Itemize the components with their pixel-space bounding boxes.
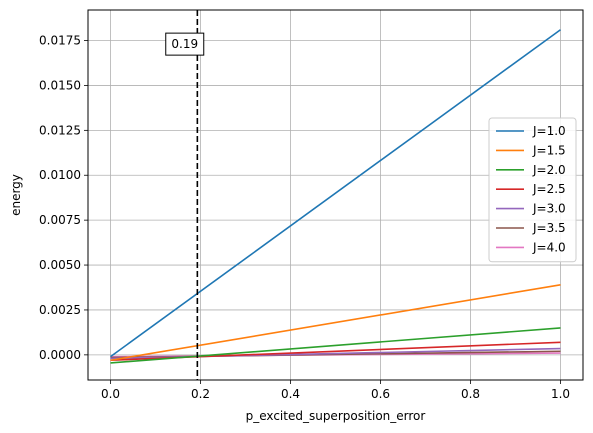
plot-frame [87, 9, 584, 381]
legend-label: J=1.5 [532, 143, 566, 157]
x-tick-label: 1.0 [551, 387, 570, 401]
y-tick-label: 0.0000 [39, 348, 81, 362]
y-tick-label: 0.0075 [39, 213, 81, 227]
y-tick-label: 0.0050 [39, 258, 81, 272]
x-axis-ticks: 0.0 0.2 0.4 0.6 0.8 1.0 [101, 380, 570, 401]
legend-label: J=2.5 [532, 182, 566, 196]
series-lines [110, 29, 561, 364]
y-tick-label: 0.0100 [39, 168, 81, 182]
series-line-j-1-5 [110, 284, 561, 362]
annotation: 0.19 [165, 32, 205, 56]
x-tick-label: 0.4 [281, 387, 300, 401]
x-tick-label: 0.2 [191, 387, 210, 401]
legend-label: J=4.0 [532, 240, 566, 254]
x-axis-label: p_excited_superposition_error [246, 409, 426, 423]
legend-label: J=1.0 [532, 124, 566, 138]
series-line-j-1-0 [110, 29, 561, 358]
y-tick-label: 0.0025 [39, 303, 81, 317]
y-axis-ticks: 0.0000 0.0025 0.0050 0.0075 0.0100 0.0125 0.01… [39, 34, 88, 362]
annotation-label: 0.19 [171, 37, 198, 51]
series-line-j-2-0 [110, 327, 561, 364]
y-tick-label: 0.0175 [39, 34, 81, 48]
y-tick-label: 0.0150 [39, 78, 81, 92]
annotation-box [165, 32, 205, 56]
legend-label: J=3.0 [532, 202, 566, 216]
legend-label: J=3.5 [532, 221, 566, 235]
y-axis-label: energy [9, 174, 23, 216]
y-tick-label: 0.0125 [39, 123, 81, 137]
legend-box [488, 117, 577, 263]
legend-label: J=2.0 [532, 163, 566, 177]
legend: J=1.0 J=1.5 J=2.0 J=2.5 J=3.0 J=3.5 J=4.0 [488, 117, 577, 263]
x-tick-label: 0.8 [461, 387, 480, 401]
x-tick-label: 0.0 [101, 387, 120, 401]
x-tick-label: 0.6 [371, 387, 390, 401]
